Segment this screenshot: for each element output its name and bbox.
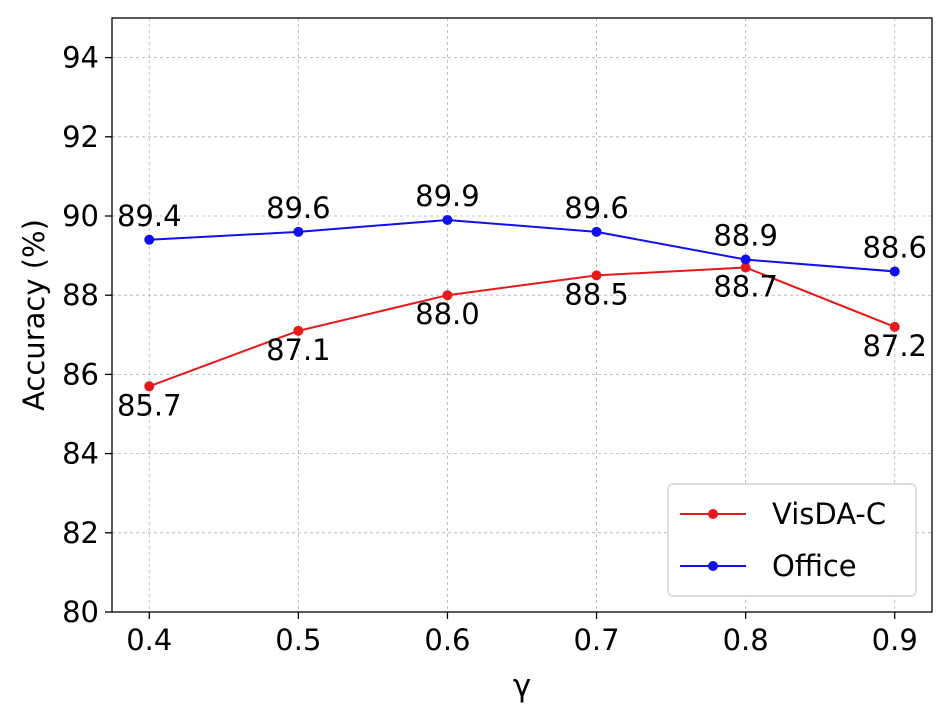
data-point <box>591 226 602 237</box>
data-label: 87.1 <box>266 333 331 367</box>
legend-label: VisDA-C <box>772 497 886 531</box>
x-tick-label: 0.5 <box>275 623 321 657</box>
data-label: 89.4 <box>117 199 182 233</box>
y-tick-label: 82 <box>62 516 99 550</box>
data-point <box>442 290 453 301</box>
data-point <box>442 214 453 225</box>
legend-marker <box>708 561 718 571</box>
y-tick-label: 92 <box>62 120 99 154</box>
data-point <box>144 381 155 392</box>
data-point <box>740 262 751 273</box>
y-tick-label: 80 <box>62 595 99 629</box>
y-axis-label: Accuracy (%) <box>17 219 51 411</box>
x-tick-label: 0.6 <box>424 623 470 657</box>
y-tick-label: 90 <box>62 199 99 233</box>
data-label: 88.0 <box>415 297 480 331</box>
series-layer <box>144 214 900 392</box>
data-label: 89.6 <box>266 191 331 225</box>
data-label: 88.9 <box>713 219 778 253</box>
data-labels: 85.7 87.1 88.0 88.5 88.7 87.2 89.4 89.6 89.9 89.6… <box>117 179 927 422</box>
data-label: 89.6 <box>564 191 629 225</box>
data-label: 87.2 <box>862 329 927 363</box>
data-point <box>889 266 900 277</box>
x-axis: 0.4 0.5 0.6 0.7 0.8 0.9 <box>126 612 918 657</box>
data-point <box>740 254 751 265</box>
x-tick-label: 0.7 <box>573 623 619 657</box>
data-label: 88.5 <box>564 277 629 311</box>
x-tick-label: 0.9 <box>872 623 918 657</box>
legend-marker <box>708 509 718 519</box>
data-label: 89.9 <box>415 179 480 213</box>
legend: VisDA-C Office <box>667 483 917 597</box>
data-point <box>293 226 304 237</box>
x-axis-label: γ <box>513 668 531 704</box>
legend-label: Office <box>772 549 857 583</box>
y-tick-label: 86 <box>62 357 99 391</box>
legend-box <box>667 483 917 597</box>
data-point <box>889 321 900 332</box>
data-label: 88.6 <box>862 230 927 264</box>
data-point <box>591 270 602 281</box>
series-line-office <box>149 218 895 273</box>
y-axis: 80 82 84 86 88 90 92 94 <box>62 41 112 629</box>
series-line-visda-c <box>148 266 896 388</box>
data-point <box>144 234 155 245</box>
y-tick-label: 94 <box>62 41 99 75</box>
plot-area <box>111 17 933 613</box>
y-tick-label: 88 <box>62 278 99 312</box>
x-tick-label: 0.4 <box>126 623 172 657</box>
data-label: 88.7 <box>713 269 778 303</box>
data-label: 85.7 <box>117 388 182 422</box>
x-tick-label: 0.8 <box>723 623 769 657</box>
data-point <box>293 325 304 336</box>
y-tick-label: 84 <box>62 437 99 471</box>
